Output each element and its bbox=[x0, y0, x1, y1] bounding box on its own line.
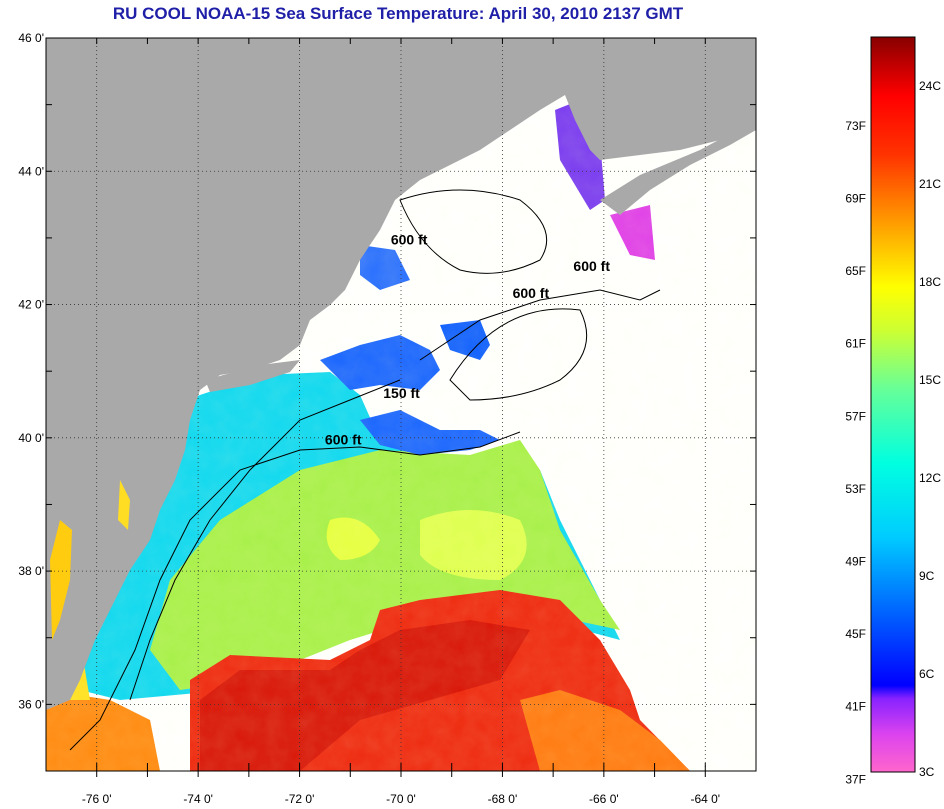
lon-tick-label: -68 0' bbox=[488, 792, 518, 806]
colorbar-celsius-label: 3C bbox=[919, 765, 935, 779]
lon-tick-label: -76 0' bbox=[82, 792, 112, 806]
contour-600ft-shelf bbox=[69, 431, 521, 751]
delaware-bay bbox=[118, 480, 130, 530]
contour-label: 150 ft bbox=[383, 385, 420, 401]
axis-labels: 46 0' 44 0' 42 0' 40 0' 38 0' 36 0' -76 0' -74 … bbox=[18, 31, 756, 806]
lon-tick-label: -66 0' bbox=[589, 792, 619, 806]
land-nova-scotia bbox=[600, 38, 756, 215]
lon-tick-label: -72 0' bbox=[285, 792, 315, 806]
lon-tick-label: -64 0' bbox=[690, 792, 720, 806]
colorbar-celsius-label: 9C bbox=[919, 569, 935, 583]
colorbar-fahrenheit-label: 53F bbox=[845, 482, 866, 496]
chesapeake-bay bbox=[50, 520, 72, 640]
colorbar-celsius-label: 24C bbox=[919, 79, 941, 93]
lon-tick-label: -74 0' bbox=[183, 792, 213, 806]
colorbar-celsius-label: 18C bbox=[919, 275, 941, 289]
lat-tick-label: 46 0' bbox=[18, 31, 44, 45]
contour-labels: 600 ft 600 ft 600 ft 150 ft 600 ft bbox=[325, 232, 610, 448]
colorbar-fahrenheit-label: 57F bbox=[845, 409, 866, 423]
contour-label: 600 ft bbox=[391, 232, 428, 248]
contour-maine-basin bbox=[399, 189, 548, 274]
contour-label: 600 ft bbox=[513, 285, 550, 301]
colorbar-fahrenheit-label: 73F bbox=[845, 119, 866, 133]
colorbar-fahrenheit-label: 45F bbox=[845, 627, 866, 641]
land-long-island bbox=[205, 360, 300, 392]
lat-tick-label: 42 0' bbox=[18, 298, 44, 312]
colorbar-celsius-label: 15C bbox=[919, 373, 941, 387]
land-mainland bbox=[46, 38, 756, 710]
contour-600ft-gom bbox=[419, 289, 661, 361]
contour-label: 600 ft bbox=[325, 431, 362, 447]
colorbar-celsius-label: 6C bbox=[919, 667, 935, 681]
contour-150ft bbox=[129, 379, 401, 701]
lat-tick-label: 38 0' bbox=[18, 564, 44, 578]
colorbar-fahrenheit-label: 37F bbox=[845, 772, 866, 786]
lat-tick-label: 36 0' bbox=[18, 697, 44, 711]
colorbar-celsius-label: 12C bbox=[919, 471, 941, 485]
contour-label: 600 ft bbox=[573, 258, 610, 274]
colorbar-fahrenheit-label: 49F bbox=[845, 554, 866, 568]
colorbar-fahrenheit-label: 69F bbox=[845, 192, 866, 206]
colorbar-labels: 24C 21C 18C 15C 12C 9C 6C 3C 73F 69F 65F 61F 57F 53F 4… bbox=[845, 79, 941, 786]
colorbar-frame bbox=[870, 36, 916, 773]
colorbar-celsius-label: 21C bbox=[919, 177, 941, 191]
colorbar-fahrenheit-label: 65F bbox=[845, 264, 866, 278]
colorbar-gradient bbox=[871, 37, 915, 772]
map-title: RU COOL NOAA-15 Sea Surface Temperature:… bbox=[113, 4, 684, 23]
colorbar: 24C 21C 18C 15C 12C 9C 6C 3C 73F 69F 65F 61F 57F 53F 4… bbox=[845, 36, 941, 786]
lat-tick-label: 40 0' bbox=[18, 431, 44, 445]
contour-georges bbox=[449, 308, 588, 401]
colorbar-fahrenheit-label: 41F bbox=[845, 700, 866, 714]
lat-tick-label: 44 0' bbox=[18, 164, 44, 178]
depth-contours bbox=[69, 189, 661, 751]
map-content bbox=[46, 38, 756, 771]
colorbar-fahrenheit-label: 61F bbox=[845, 337, 866, 351]
lon-tick-label: -70 0' bbox=[386, 792, 416, 806]
